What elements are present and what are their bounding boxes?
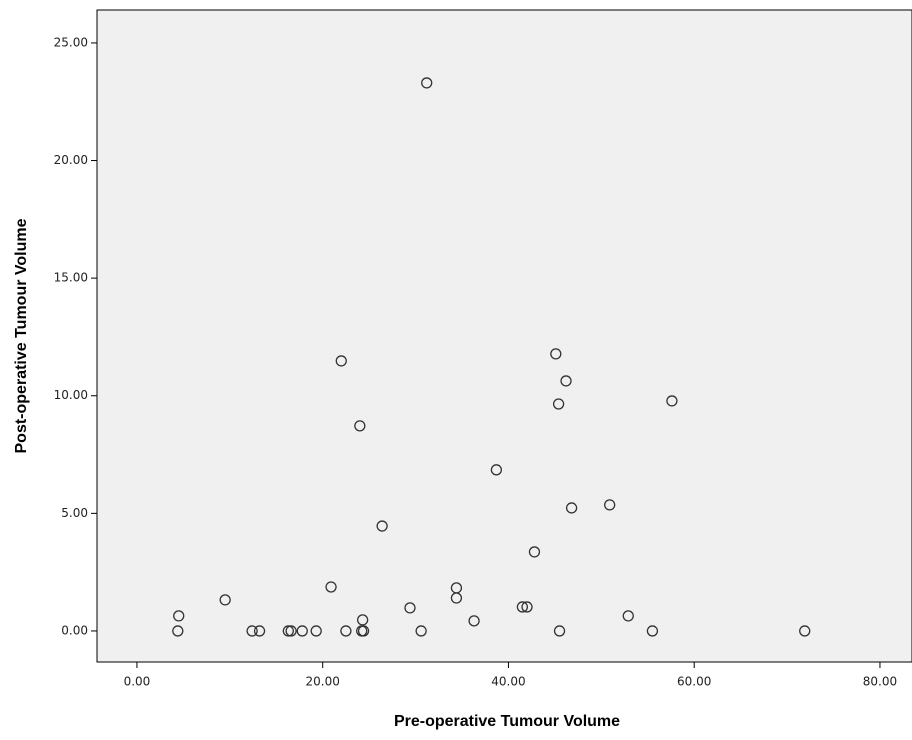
point xyxy=(296,625,308,637)
point xyxy=(253,625,266,637)
point xyxy=(799,625,811,637)
point xyxy=(666,395,678,407)
point xyxy=(528,546,541,558)
point xyxy=(552,398,565,410)
point xyxy=(325,581,337,593)
point xyxy=(310,625,322,637)
point xyxy=(468,615,480,627)
point xyxy=(173,610,185,622)
y-axis-title: Post-operative Tumour Volume xyxy=(13,218,30,453)
point xyxy=(604,499,616,511)
point xyxy=(553,625,566,637)
point xyxy=(622,610,634,622)
y-tick-label: 10.00 xyxy=(54,388,88,402)
plot-area xyxy=(96,9,912,663)
point xyxy=(415,625,427,637)
point xyxy=(357,625,370,637)
point xyxy=(421,77,433,89)
point xyxy=(560,375,572,387)
y-tick-label: 20.00 xyxy=(54,153,88,167)
x-tick-label: 20.00 xyxy=(306,675,340,689)
point xyxy=(516,601,529,613)
point xyxy=(340,625,352,637)
point xyxy=(521,601,533,613)
x-tick-label: 60.00 xyxy=(677,675,711,689)
point xyxy=(354,420,366,432)
point xyxy=(550,348,562,360)
y-tick-label: 15.00 xyxy=(54,271,88,285)
point xyxy=(490,464,503,476)
point xyxy=(646,625,659,637)
point xyxy=(246,625,258,637)
y-tick-label: 5.00 xyxy=(61,506,88,520)
point xyxy=(335,355,347,367)
point xyxy=(219,594,231,606)
y-tick-label: 25.00 xyxy=(54,35,88,49)
x-tick-label: 80.00 xyxy=(863,675,897,689)
point xyxy=(285,625,297,637)
point xyxy=(565,502,578,514)
x-tick-label: 40.00 xyxy=(491,675,525,689)
x-tick-label: 0.00 xyxy=(124,675,151,689)
x-axis-title: Pre-operative Tumour Volume xyxy=(394,713,620,730)
point xyxy=(450,592,463,604)
point xyxy=(172,625,184,637)
point xyxy=(282,625,294,637)
point xyxy=(404,602,416,614)
point xyxy=(356,614,369,626)
y-tick-label: 0.00 xyxy=(61,623,88,637)
point xyxy=(376,520,388,532)
